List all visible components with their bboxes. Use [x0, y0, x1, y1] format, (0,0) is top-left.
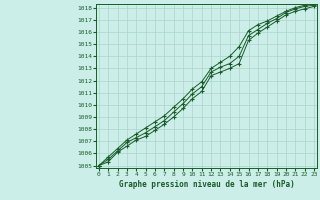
X-axis label: Graphe pression niveau de la mer (hPa): Graphe pression niveau de la mer (hPa): [118, 180, 294, 189]
